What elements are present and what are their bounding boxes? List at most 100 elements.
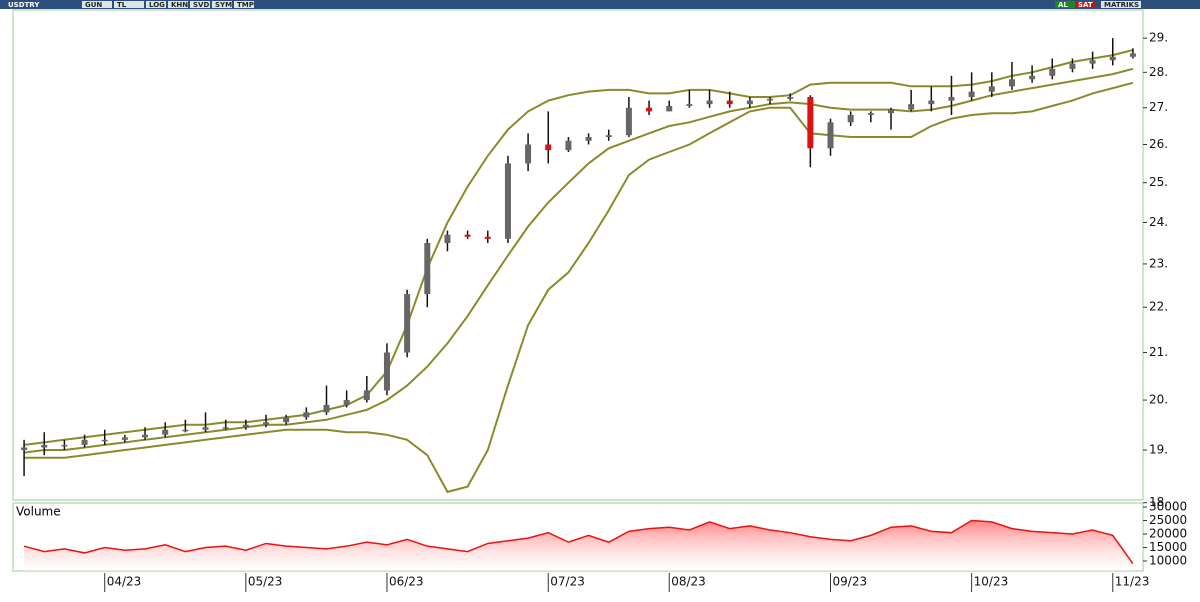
candle-body [887, 109, 894, 114]
candle-body [1049, 68, 1056, 76]
candle-body [525, 144, 532, 164]
candle-body [323, 404, 330, 413]
x-tick-label: 09/23 [833, 575, 868, 589]
candle-body [545, 144, 552, 151]
y-tick-label: 18. [1149, 495, 1168, 509]
candle-body [686, 104, 693, 106]
candle-body [222, 427, 229, 429]
candle-body [424, 242, 431, 295]
volume-y-tick-label: 20000 [1149, 527, 1187, 541]
x-tick-label: 07/23 [550, 575, 585, 589]
candle-body [787, 96, 794, 99]
toolbar-button-label[interactable]: MATRIKS [1104, 1, 1139, 9]
candle-body [182, 429, 189, 432]
candle-body [162, 429, 169, 435]
candle-body [1129, 53, 1136, 57]
candle-body [565, 140, 572, 151]
toolbar-button[interactable] [1055, 1, 1075, 8]
candle-body [1089, 60, 1096, 64]
candle-body [928, 100, 935, 105]
y-tick-label: 24. [1149, 215, 1168, 229]
candle-body [867, 113, 874, 115]
toolbar-button-label[interactable]: KHN [171, 1, 188, 9]
candle-body [504, 163, 511, 239]
x-tick-label: 08/23 [671, 575, 706, 589]
x-tick-label: 11/23 [1115, 575, 1150, 589]
volume-area [24, 520, 1133, 571]
y-tick-label: 23. [1149, 256, 1168, 270]
volume-label: Volume [16, 505, 61, 519]
candle-body [767, 98, 774, 101]
y-tick-label: 27. [1149, 100, 1168, 114]
toolbar-button-label[interactable]: GUN [85, 1, 102, 9]
candle-body [41, 444, 48, 448]
candle-body [404, 294, 411, 353]
candle-body [646, 107, 653, 112]
band-lower [24, 81, 1134, 494]
symbol[interactable]: USDTRY [8, 1, 40, 9]
candle-body [263, 422, 270, 425]
candle-body [827, 122, 834, 149]
candle-body [666, 105, 673, 112]
candle-body [81, 439, 88, 445]
price-panel [12, 9, 1144, 501]
candle-body [605, 135, 612, 138]
candle-body [585, 137, 592, 141]
candle-body [21, 447, 28, 451]
band-upper [23, 49, 1134, 446]
toolbar-button-label[interactable]: TMP [237, 1, 254, 9]
toolbar-button[interactable] [146, 1, 166, 8]
candle-body [726, 100, 733, 105]
candle-body [242, 424, 249, 428]
x-tick-label: 10/23 [974, 575, 1009, 589]
y-tick-label: 22. [1149, 300, 1168, 314]
candle-body [948, 96, 955, 101]
toolbar-button[interactable] [82, 1, 112, 8]
volume-y-tick-label: 15000 [1149, 540, 1187, 554]
candle-body [142, 434, 149, 438]
y-tick-label: 25. [1149, 175, 1168, 189]
toolbar-button[interactable] [1075, 1, 1095, 8]
toolbar-button[interactable] [234, 1, 254, 8]
candle-body [61, 444, 68, 447]
candle-body [1069, 63, 1076, 69]
candle-body [464, 234, 471, 237]
toolbar [0, 0, 1200, 9]
volume-line [23, 519, 1134, 565]
candle-body [908, 104, 915, 110]
toolbar-button[interactable] [168, 1, 188, 8]
band-middle [23, 67, 1134, 454]
candle-body [283, 417, 290, 423]
candle-body [383, 352, 390, 391]
candle-body [807, 96, 814, 149]
toolbar-button-label[interactable]: AL [1058, 1, 1068, 9]
toolbar-button-label[interactable]: SVD [193, 1, 209, 9]
candle-body [1008, 79, 1015, 87]
toolbar-button-label[interactable]: LOG [149, 1, 165, 9]
x-tick-label: 05/23 [248, 575, 283, 589]
candle-body [1029, 75, 1036, 80]
candle-body [343, 400, 350, 405]
volume-y-tick-label: 25000 [1149, 513, 1187, 527]
candle-body [625, 107, 632, 136]
toolbar-button-label[interactable]: SYM [215, 1, 232, 9]
toolbar-button-label[interactable]: TL [117, 1, 127, 9]
candle-body [746, 100, 753, 105]
y-tick-label: 26. [1149, 137, 1168, 151]
y-tick-label: 29. [1149, 31, 1168, 45]
candle-body [968, 91, 975, 97]
x-tick-label: 06/23 [389, 575, 424, 589]
toolbar-button[interactable] [212, 1, 232, 8]
volume-y-tick-label: 30000 [1149, 500, 1187, 514]
toolbar-button-label[interactable]: SAT [1078, 1, 1093, 9]
candle-body [121, 437, 128, 440]
candle-body [363, 390, 370, 401]
candle-body [988, 86, 995, 92]
candle-body [303, 412, 310, 418]
candle-body [1109, 56, 1116, 61]
toolbar-button[interactable] [1101, 1, 1141, 8]
toolbar-button[interactable] [190, 1, 210, 8]
toolbar-button[interactable] [114, 1, 144, 8]
y-tick-label: 20. [1149, 393, 1168, 407]
